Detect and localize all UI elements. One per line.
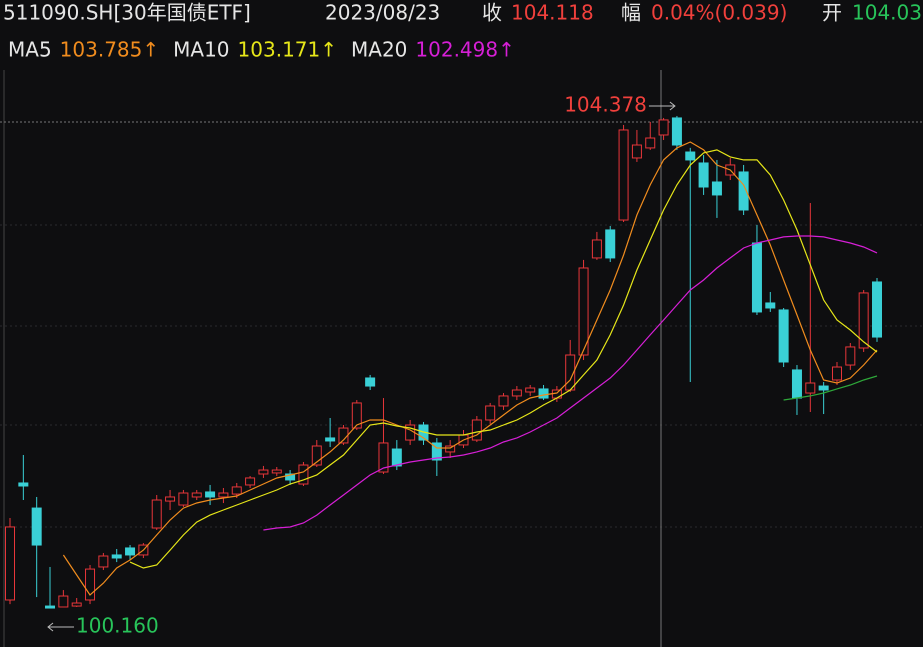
candle-body [18, 482, 29, 487]
header: 511090.SH[30年国债ETF] 2023/08/23 收 104.118… [3, 1, 922, 25]
candle-body [658, 119, 669, 136]
candle-body [378, 442, 389, 473]
candle-body [365, 377, 376, 387]
candle-body [858, 292, 869, 349]
marker-arrowhead [47, 622, 54, 632]
candle-body [58, 595, 69, 608]
candle-body [791, 369, 802, 399]
marker-arrowhead [669, 101, 676, 111]
candle-body [5, 526, 15, 601]
candle-body [485, 405, 496, 421]
legend-value: 102.498↑ [415, 38, 514, 62]
candle-body [872, 281, 882, 338]
candle-body [98, 555, 109, 568]
ma-line [129, 149, 878, 569]
candle-body [231, 486, 242, 495]
candle-body [711, 181, 722, 196]
candle-body [845, 346, 856, 366]
symbol: 511090.SH[30年国债ETF] [3, 1, 251, 25]
candle-body [285, 473, 296, 481]
candle-body [605, 229, 616, 259]
close-value: 104.118 [511, 1, 594, 25]
candle-body [618, 129, 629, 221]
candle-body [31, 507, 42, 546]
candle-body [751, 242, 762, 313]
candle-body [111, 554, 122, 559]
change-label: 幅 [621, 1, 641, 25]
candle-body [778, 309, 789, 363]
candle-body [671, 117, 682, 146]
candle-body [325, 437, 336, 442]
candle-body [511, 389, 522, 397]
candle-body [538, 388, 549, 399]
candle-body [245, 477, 256, 486]
candle-body [205, 491, 216, 498]
candle-body [258, 469, 269, 475]
candle-body [698, 162, 709, 188]
candle-body [218, 492, 229, 498]
candle-body [805, 382, 816, 394]
candle-body [645, 137, 656, 149]
candle-body [165, 496, 176, 502]
open-label: 开 [822, 1, 842, 25]
open-value: 104.03 [852, 1, 922, 25]
max-label: 104.378 [564, 92, 647, 116]
candle-body [765, 302, 776, 309]
candle-body [311, 445, 322, 466]
legend-name: MA5 [8, 38, 52, 62]
candle-body [298, 464, 309, 485]
candle-body [738, 171, 749, 211]
candle-body [525, 387, 536, 393]
candle-body [191, 492, 202, 498]
legend-name: MA10 [173, 38, 229, 62]
change-value: 0.04%(0.039) [651, 1, 787, 25]
candle-body [498, 395, 509, 407]
candle-body [351, 402, 362, 429]
candle-body [45, 605, 56, 609]
date: 2023/08/23 [325, 1, 440, 25]
close-label: 收 [482, 1, 502, 25]
candle-body [71, 602, 82, 607]
candle-body [685, 151, 696, 161]
candle-body [125, 547, 136, 556]
candle-body [631, 144, 642, 159]
ma-line [263, 235, 878, 531]
candle-body [391, 448, 402, 467]
candle-body [151, 499, 162, 529]
legend-name: MA20 [351, 38, 407, 62]
candle-body [831, 366, 842, 381]
candle-body [271, 469, 282, 474]
candle-body [578, 267, 589, 356]
ma-line [783, 375, 878, 401]
legend-value: 103.171↑ [238, 38, 337, 62]
candle-body [591, 239, 602, 259]
candle-body [431, 442, 442, 461]
candle-body [85, 568, 96, 601]
grid [0, 224, 923, 528]
candle-body [178, 492, 189, 506]
candle-body [445, 445, 456, 453]
legend-value: 103.785↑ [60, 38, 159, 62]
candle-body [818, 385, 829, 391]
min-label: 100.160 [76, 614, 159, 638]
candle-body [471, 419, 482, 441]
ma-line [62, 141, 878, 596]
